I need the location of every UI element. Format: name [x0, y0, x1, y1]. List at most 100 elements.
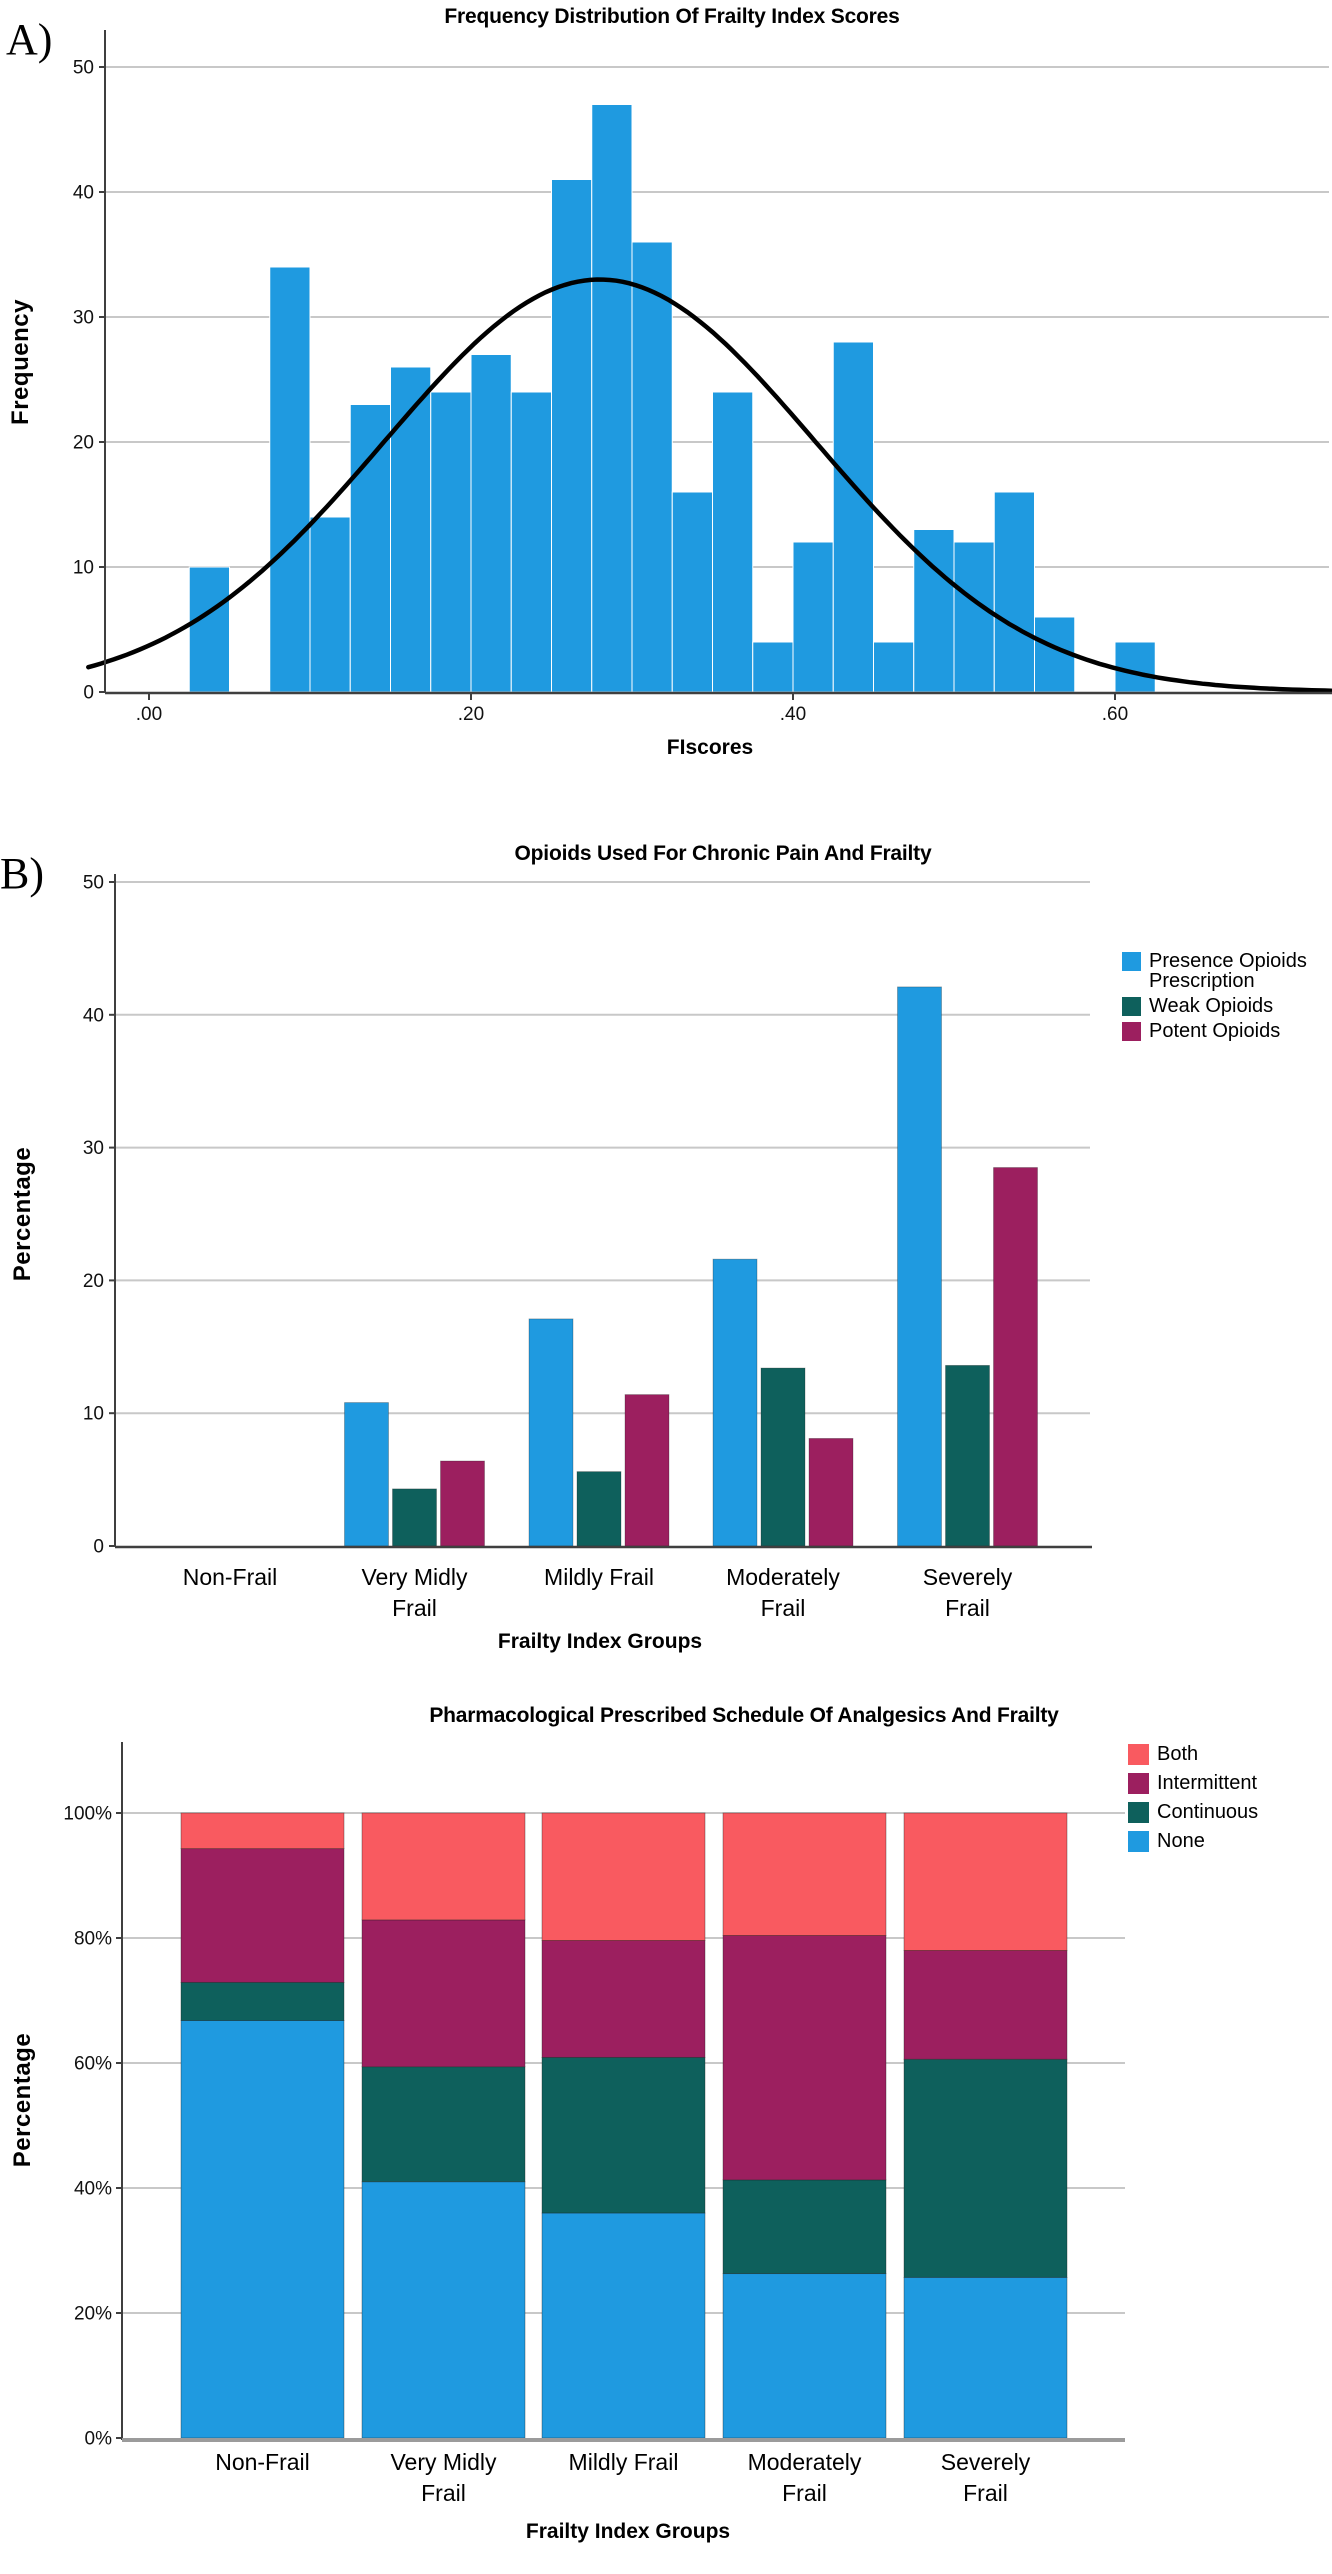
category-label: Mildly Frail — [569, 2449, 679, 2475]
legend-label: Continuous — [1157, 1801, 1259, 1823]
stacked-bar-title: Pharmacological Prescribed Schedule Of A… — [429, 1704, 1059, 1727]
stack-segment — [722, 2179, 887, 2275]
y-tick-label: 100% — [63, 1804, 112, 1825]
category-label: Severely — [941, 2449, 1031, 2475]
category-label: Frail — [392, 1595, 437, 1621]
histogram-y-axis-title: Frequency — [7, 299, 34, 425]
histogram-bar — [671, 491, 713, 693]
category-label: Frail — [421, 2480, 466, 2506]
legend-item: Weak Opioids — [1122, 996, 1317, 1016]
grouped-bar-legend: Presence Opioids Prescription Weak Opioid… — [1122, 951, 1317, 1046]
y-tick-label: 50 — [73, 58, 94, 79]
category-label: Very Midly — [361, 1564, 468, 1590]
histogram-title: Frequency Distribution Of Frailty Index … — [444, 5, 900, 28]
category-label: Frail — [761, 1595, 806, 1621]
stack-segment — [903, 2058, 1068, 2278]
y-tick-label: 10 — [73, 558, 94, 579]
histogram-bar — [510, 391, 552, 693]
normal-curve — [86, 277, 1332, 693]
panel-a-label: A) — [6, 15, 53, 64]
legend-swatch — [1122, 997, 1141, 1016]
stack-segment — [541, 1812, 706, 1941]
category-label: Frail — [963, 2480, 1008, 2506]
grouped-bar-title: Opioids Used For Chronic Pain And Frailt… — [514, 842, 932, 865]
bar — [897, 986, 942, 1547]
legend-swatch — [1128, 1831, 1149, 1852]
bar — [712, 1258, 758, 1547]
stack-segment — [722, 1812, 887, 1936]
legend-swatch — [1128, 1744, 1149, 1765]
bar — [624, 1394, 670, 1547]
y-tick-label: 30 — [83, 1138, 104, 1159]
stack-segment — [903, 1950, 1068, 2060]
y-tick-label: 40 — [83, 1005, 104, 1026]
category-label: Frail — [945, 1595, 990, 1621]
stack-segment — [180, 1812, 345, 1850]
y-tick-label: 40 — [73, 183, 94, 204]
histogram-bar — [390, 366, 432, 693]
legend-label: Intermittent — [1157, 1772, 1258, 1794]
category-label: Non-Frail — [183, 1564, 278, 1590]
stack-segment — [361, 2181, 526, 2439]
histogram-bar — [188, 566, 230, 693]
panel-b-label: B) — [0, 849, 44, 898]
legend-label: Presence Opioids Prescription — [1149, 950, 1307, 992]
bar — [440, 1460, 485, 1547]
histogram-bar — [631, 241, 673, 693]
legend-label: None — [1157, 1830, 1205, 1852]
bar — [392, 1488, 437, 1547]
legend-swatch — [1122, 952, 1141, 971]
stack-segment — [903, 2276, 1068, 2439]
y-tick-label: 20% — [74, 2304, 112, 2325]
histogram-bar — [993, 491, 1035, 693]
stack-segment — [541, 2212, 706, 2439]
legend-item: Potent Opioids — [1122, 1021, 1317, 1041]
bar — [344, 1402, 389, 1547]
histogram-bar — [792, 541, 834, 693]
grouped-bar-y-axis-title: Percentage — [9, 1146, 36, 1282]
stack-segment — [541, 1940, 706, 2058]
y-tick-label: 20 — [83, 1271, 104, 1292]
legend-item: Continuous — [1128, 1802, 1325, 1823]
bar — [576, 1471, 622, 1547]
histogram-bar — [712, 391, 754, 693]
category-label: Moderately — [726, 1564, 840, 1590]
histogram-bar — [551, 179, 593, 693]
histogram-bar — [470, 354, 512, 693]
legend-item: Intermittent — [1128, 1773, 1325, 1794]
legend-item: Both — [1128, 1744, 1325, 1765]
category-label: Severely — [923, 1564, 1013, 1590]
stack-segment — [361, 1812, 526, 1921]
histogram-bar — [591, 104, 633, 693]
legend-swatch — [1122, 1022, 1141, 1041]
stacked-bar-x-axis-title: Frailty Index Groups — [525, 2520, 731, 2543]
stack-segment — [722, 2273, 887, 2439]
category-label: Non-Frail — [215, 2449, 310, 2475]
y-tick-label: 0 — [83, 683, 94, 704]
bar — [808, 1438, 854, 1547]
bar — [528, 1318, 574, 1547]
legend-swatch — [1128, 1773, 1149, 1794]
legend-item: Presence Opioids Prescription — [1122, 951, 1317, 991]
legend-item: None — [1128, 1831, 1325, 1852]
y-tick-label: 20 — [73, 433, 94, 454]
grouped-bar-x-axis-title: Frailty Index Groups — [497, 1630, 703, 1653]
stacked-bar-legend: Both Intermittent Continuous None — [1128, 1744, 1325, 1860]
histogram-bar — [430, 391, 472, 693]
category-label: Frail — [782, 2480, 827, 2506]
x-tick-label: .20 — [458, 704, 484, 725]
y-tick-label: 0 — [93, 1537, 104, 1558]
y-tick-label: 80% — [74, 1929, 112, 1950]
histogram-bar — [953, 541, 995, 693]
category-label: Very Midly — [390, 2449, 497, 2475]
stacked-bar-y-axis-title: Percentage — [9, 2032, 36, 2168]
x-tick-label: .40 — [780, 704, 806, 725]
stack-segment — [180, 1981, 345, 2021]
legend-swatch — [1128, 1802, 1149, 1823]
histogram-bar — [349, 404, 391, 693]
x-tick-label: .00 — [136, 704, 162, 725]
y-tick-label: 50 — [83, 873, 104, 894]
histogram-bar — [873, 641, 915, 693]
